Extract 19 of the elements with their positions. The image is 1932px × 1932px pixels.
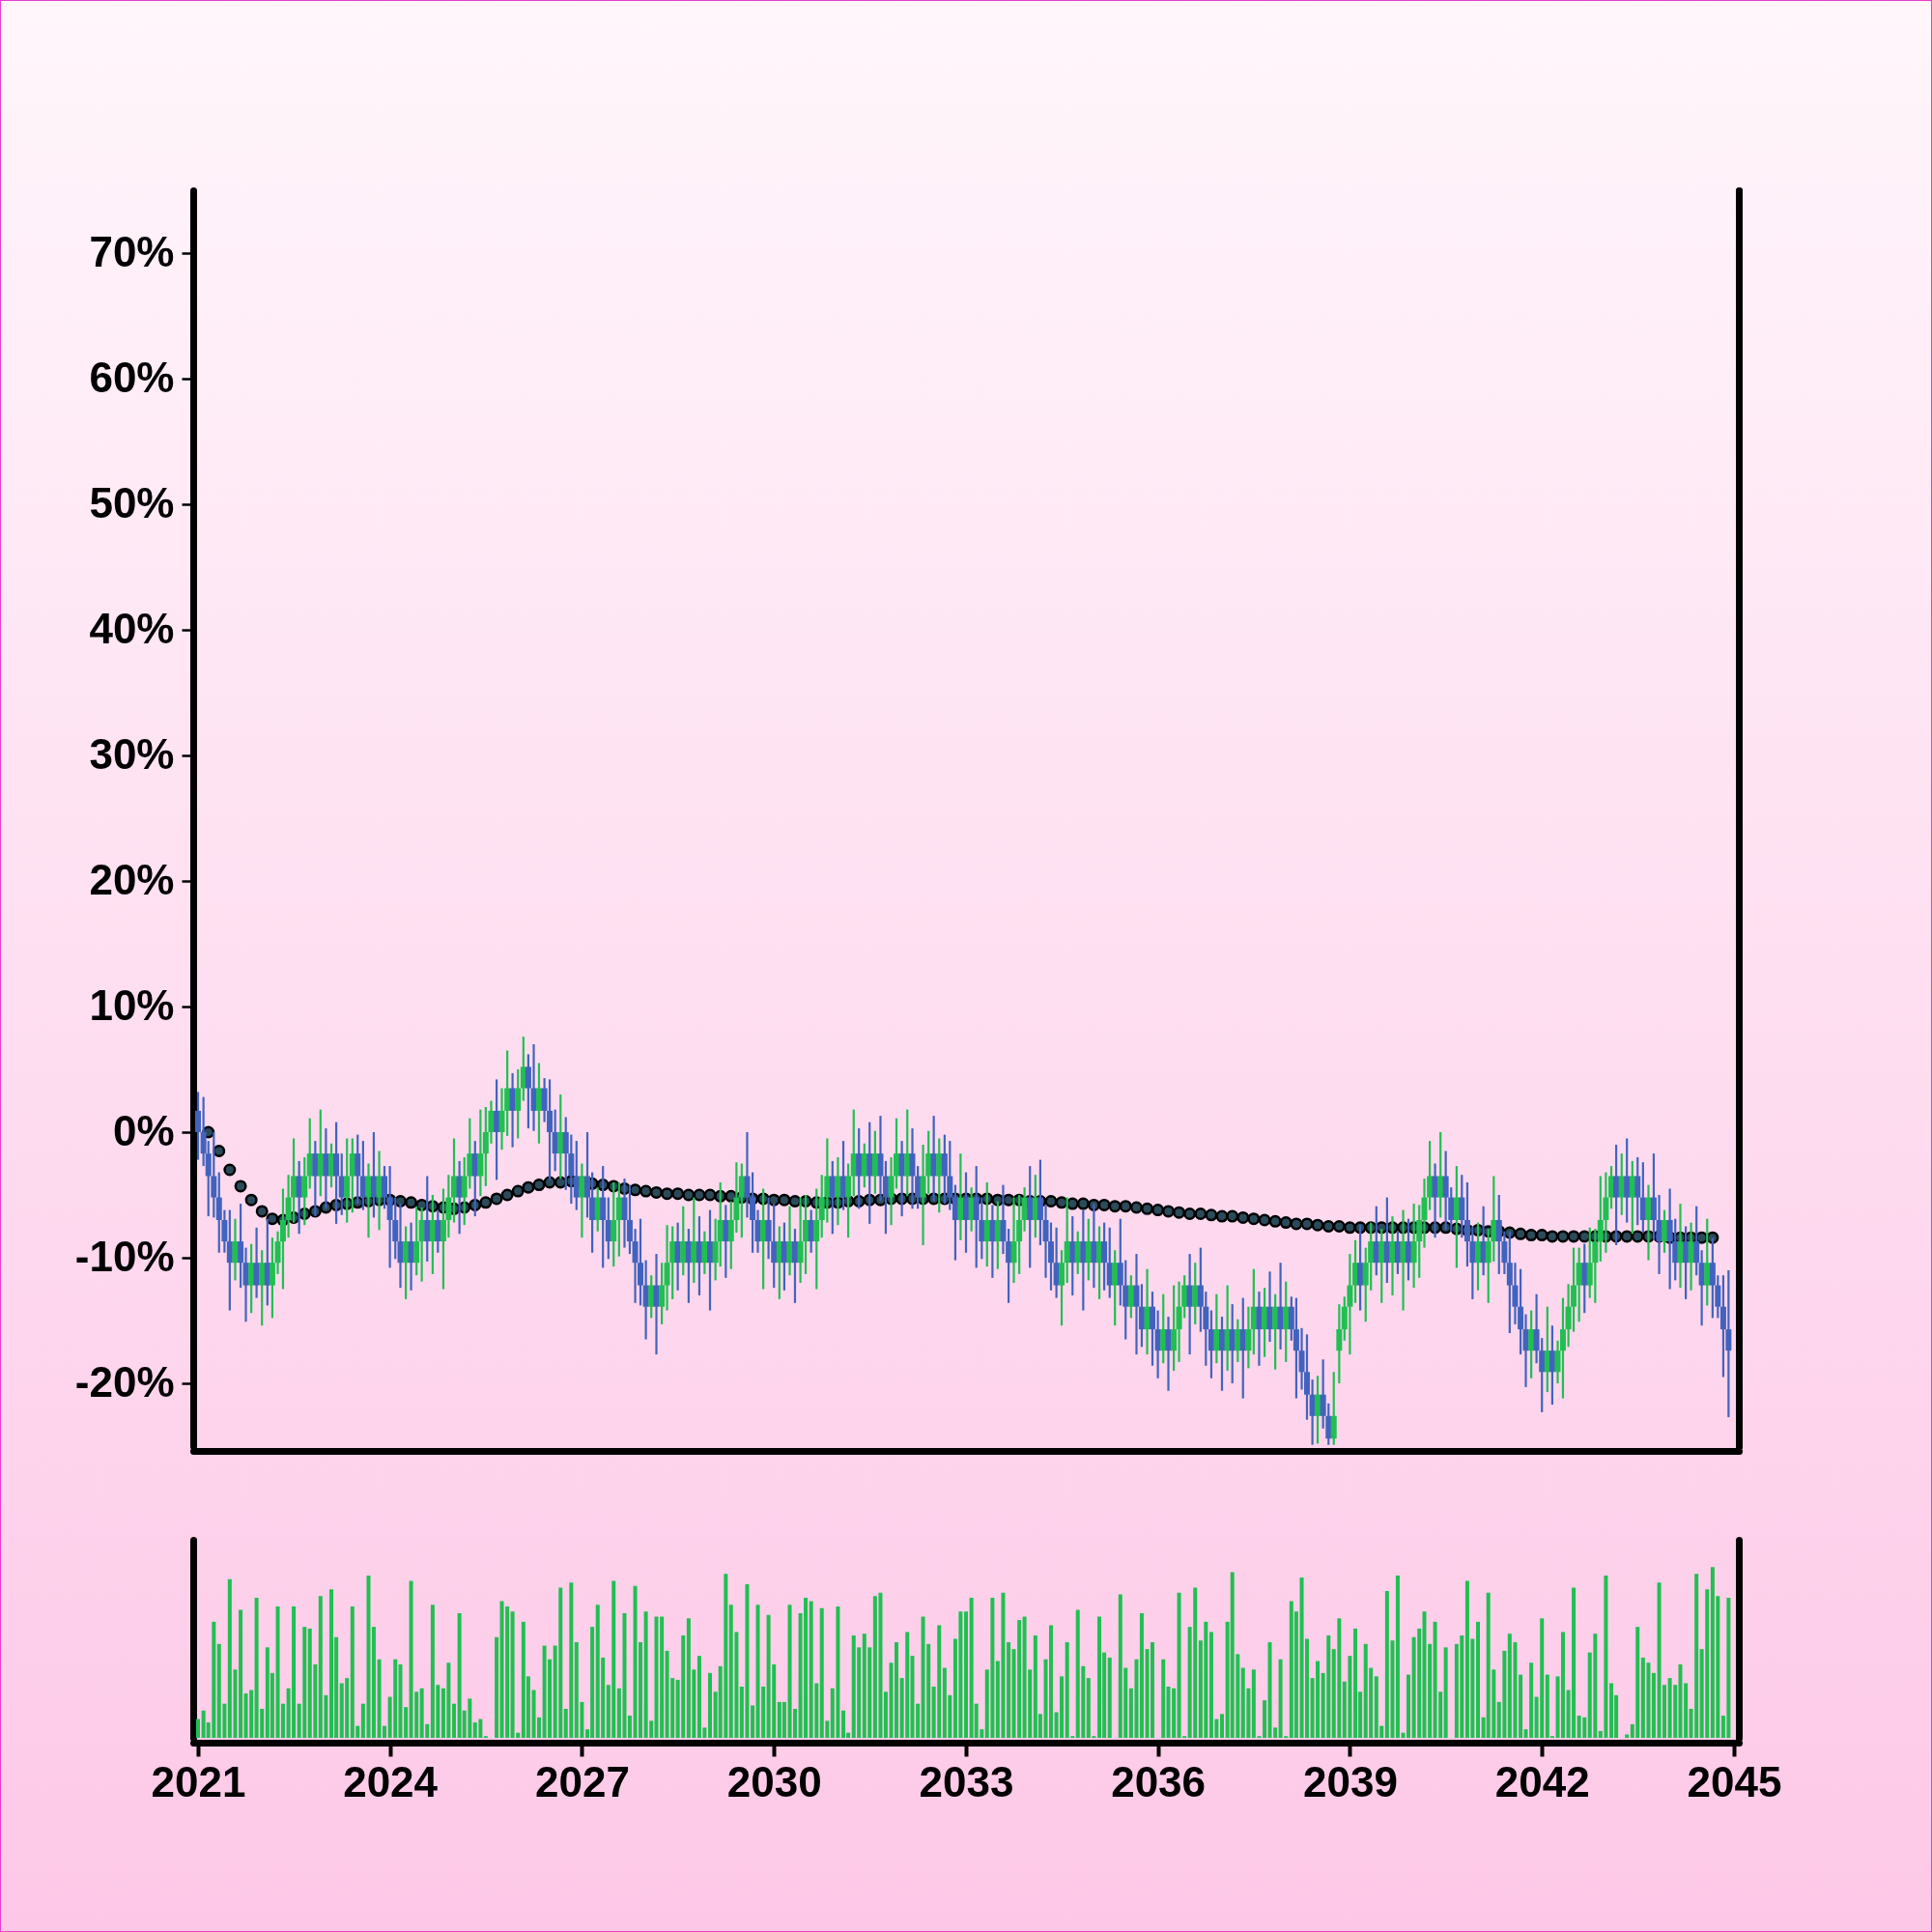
y-tick-label: 20% — [89, 855, 175, 903]
x-tick-label: 2042 — [1494, 1757, 1590, 1805]
y-tick-label: -20% — [74, 1357, 175, 1406]
y-tick-label: 60% — [89, 353, 175, 401]
x-tick-label: 2024 — [343, 1757, 439, 1805]
y-tick-label: 30% — [89, 729, 175, 778]
y-tick-label: 50% — [89, 478, 175, 526]
y-tick-label: 10% — [89, 980, 175, 1029]
x-tick-label: 2027 — [534, 1757, 630, 1805]
y-tick-label: 0% — [112, 1106, 175, 1154]
y-tick-label: -10% — [74, 1232, 175, 1280]
x-tick-label: 2045 — [1687, 1757, 1782, 1805]
y-tick-label: 70% — [89, 227, 175, 275]
x-tick-label: 2021 — [151, 1757, 246, 1805]
y-tick-label: 40% — [89, 604, 175, 652]
x-tick-label: 2039 — [1302, 1757, 1398, 1805]
x-tick-label: 2036 — [1111, 1757, 1207, 1805]
x-tick-label: 2030 — [726, 1757, 822, 1805]
x-tick-label: 2033 — [919, 1757, 1014, 1805]
